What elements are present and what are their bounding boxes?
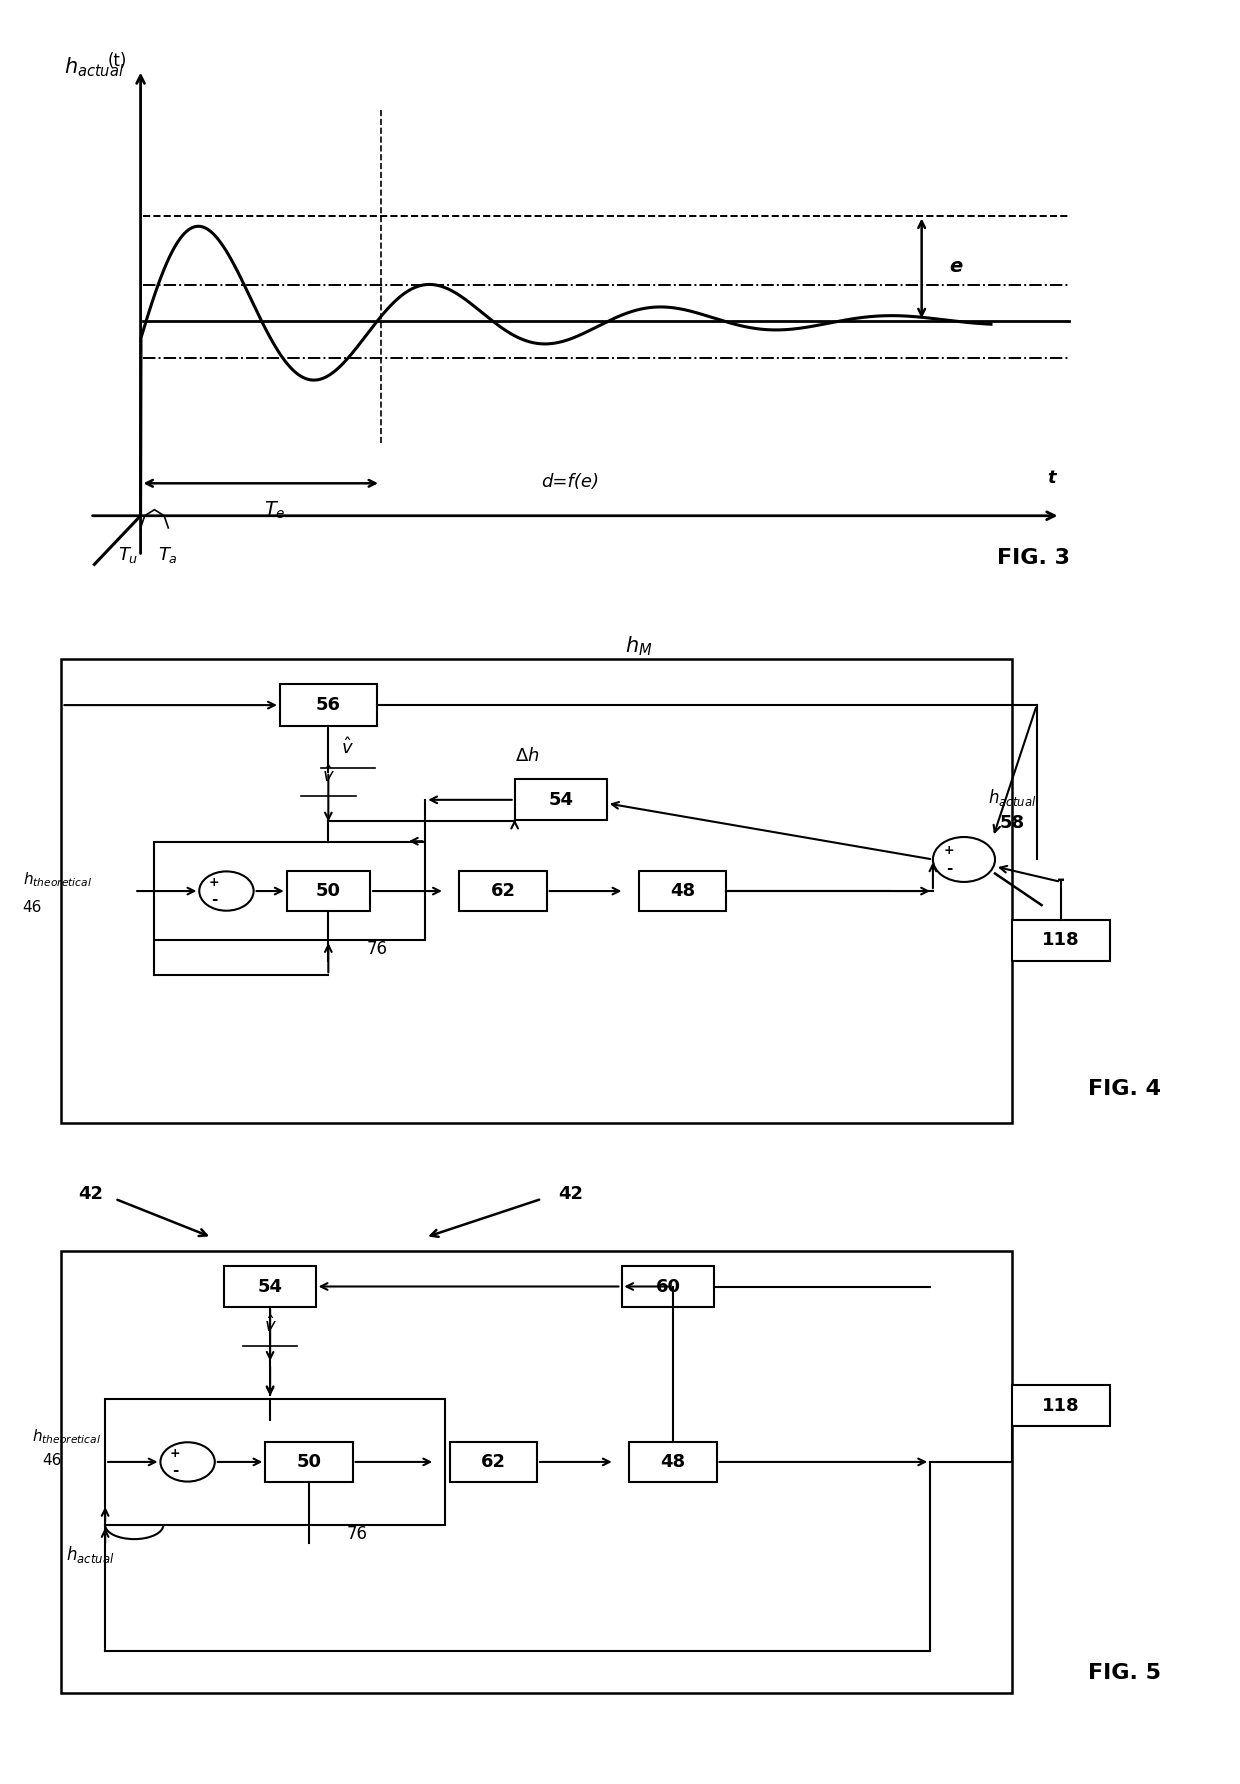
Text: t: t bbox=[1047, 469, 1055, 487]
Text: -: - bbox=[1056, 871, 1065, 890]
Text: -: - bbox=[172, 1463, 179, 1477]
FancyBboxPatch shape bbox=[450, 1441, 537, 1483]
Text: 50: 50 bbox=[316, 881, 341, 901]
FancyBboxPatch shape bbox=[515, 780, 608, 821]
Text: $h_{theoretical}$: $h_{theoretical}$ bbox=[32, 1427, 102, 1445]
Text: e: e bbox=[950, 257, 962, 277]
Text: 118: 118 bbox=[1042, 931, 1080, 949]
Text: FIG. 3: FIG. 3 bbox=[997, 548, 1070, 569]
Text: $\Delta h$: $\Delta h$ bbox=[515, 747, 539, 765]
Text: 46: 46 bbox=[22, 901, 42, 915]
Text: 60: 60 bbox=[656, 1277, 681, 1295]
FancyBboxPatch shape bbox=[62, 660, 1013, 1122]
Text: +: + bbox=[170, 1447, 180, 1459]
FancyBboxPatch shape bbox=[288, 871, 370, 912]
Text: $h_{actual}$: $h_{actual}$ bbox=[66, 1545, 114, 1565]
FancyBboxPatch shape bbox=[265, 1441, 352, 1483]
FancyBboxPatch shape bbox=[629, 1441, 717, 1483]
Text: 42: 42 bbox=[558, 1185, 584, 1202]
Text: +: + bbox=[208, 876, 219, 888]
FancyBboxPatch shape bbox=[105, 1399, 445, 1525]
Text: $T_e$: $T_e$ bbox=[264, 500, 285, 521]
Text: 48: 48 bbox=[660, 1452, 686, 1472]
Text: $T_a$: $T_a$ bbox=[159, 546, 179, 566]
FancyBboxPatch shape bbox=[62, 1251, 1013, 1693]
Text: 56: 56 bbox=[316, 696, 341, 714]
Text: 58: 58 bbox=[999, 814, 1025, 831]
Text: -: - bbox=[211, 892, 217, 906]
Text: +: + bbox=[944, 844, 955, 856]
Text: 50: 50 bbox=[296, 1452, 321, 1472]
Text: $h_{theoretical}$: $h_{theoretical}$ bbox=[22, 871, 92, 888]
Text: -: - bbox=[946, 862, 952, 876]
Text: $h_M$: $h_M$ bbox=[625, 635, 652, 658]
Text: 62: 62 bbox=[491, 881, 516, 901]
Text: FIG. 5: FIG. 5 bbox=[1087, 1663, 1161, 1684]
FancyBboxPatch shape bbox=[224, 1267, 316, 1308]
Text: $\hat{v}$: $\hat{v}$ bbox=[322, 765, 335, 787]
FancyBboxPatch shape bbox=[280, 683, 377, 726]
Text: d=f(e): d=f(e) bbox=[542, 473, 599, 491]
Text: 46: 46 bbox=[42, 1454, 62, 1468]
FancyBboxPatch shape bbox=[1013, 1386, 1110, 1425]
Text: $h_{actual}$: $h_{actual}$ bbox=[988, 787, 1037, 808]
Text: $\hat{v}$: $\hat{v}$ bbox=[341, 737, 355, 758]
Text: 48: 48 bbox=[670, 881, 696, 901]
Text: $\hat{v}$: $\hat{v}$ bbox=[264, 1315, 277, 1336]
FancyBboxPatch shape bbox=[1013, 921, 1110, 960]
Text: 76: 76 bbox=[347, 1525, 368, 1543]
Text: 54: 54 bbox=[549, 790, 574, 808]
FancyBboxPatch shape bbox=[639, 871, 727, 912]
Text: (t): (t) bbox=[108, 52, 128, 70]
Text: 54: 54 bbox=[258, 1277, 283, 1295]
Text: 62: 62 bbox=[481, 1452, 506, 1472]
FancyBboxPatch shape bbox=[622, 1267, 714, 1308]
FancyBboxPatch shape bbox=[459, 871, 547, 912]
Text: FIG. 4: FIG. 4 bbox=[1087, 1079, 1161, 1099]
FancyBboxPatch shape bbox=[154, 842, 425, 940]
Text: $T_u$: $T_u$ bbox=[118, 546, 139, 566]
Text: 42: 42 bbox=[78, 1185, 103, 1202]
Text: 76: 76 bbox=[366, 940, 387, 958]
Text: $h_{actual}$: $h_{actual}$ bbox=[63, 55, 124, 80]
Text: 118: 118 bbox=[1042, 1397, 1080, 1415]
